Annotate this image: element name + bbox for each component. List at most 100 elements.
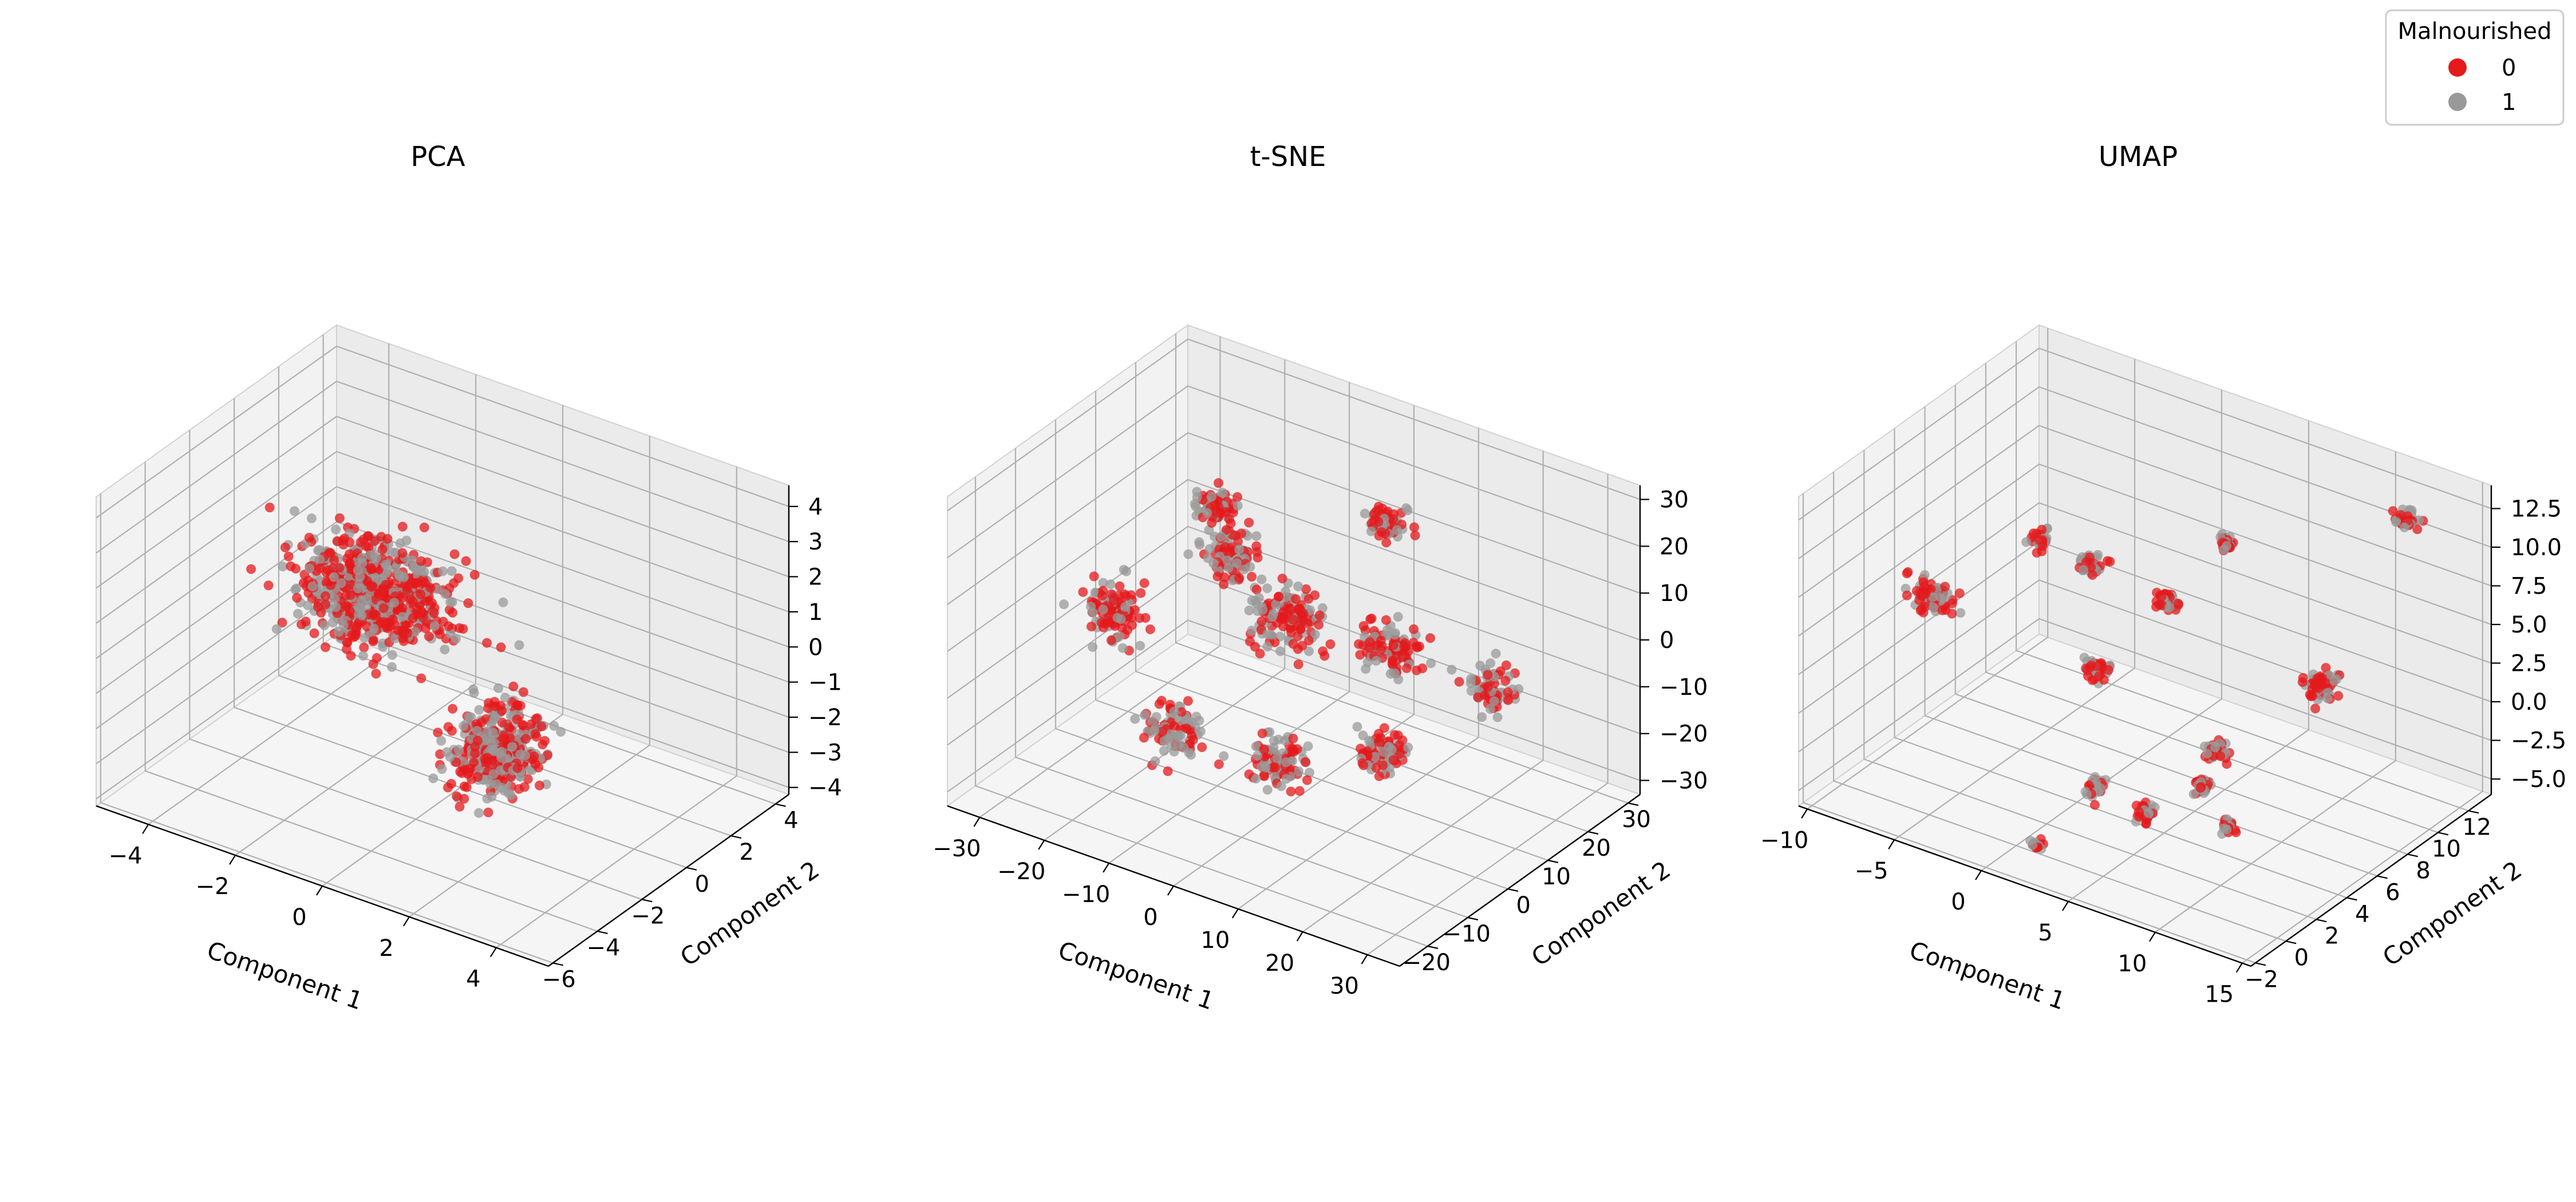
point-class-0 [1381,537,1392,548]
point-class-0 [1381,615,1391,625]
z-tick-label: −30 [1660,768,1708,794]
point-class-1 [1257,574,1267,584]
point-class-0 [1288,639,1298,649]
point-class-1 [1149,726,1160,736]
point-class-1 [334,627,344,637]
point-class-0 [283,551,294,562]
x-axis-label: Component 1 [1055,936,1218,1015]
gridline-z [96,416,789,589]
point-class-0 [448,608,458,618]
y-tick-label: −2 [2245,966,2278,993]
point-class-0 [416,606,426,616]
point-class-0 [292,592,302,603]
point-class-0 [378,603,389,614]
point-class-1 [507,742,517,752]
point-class-1 [429,621,440,631]
point-class-0 [512,763,523,773]
point-class-1 [513,729,523,739]
point-class-0 [368,636,378,646]
point-class-1 [1251,773,1261,784]
point-class-1 [1392,525,1402,535]
point-class-1 [1466,686,1476,696]
point-class-1 [1389,630,1400,640]
point-class-0 [531,732,542,742]
point-class-0 [1136,588,1146,598]
point-class-0 [449,549,460,559]
y-tick-label: 0 [2294,944,2309,971]
point-class-1 [1204,544,1215,554]
gridline-y [974,477,1428,947]
x-tick-label: −30 [933,836,981,862]
gridline-y [1095,391,1548,861]
y-tick [775,803,786,807]
point-class-0 [538,740,548,750]
point-class-0 [1919,582,1929,592]
point-class-0 [263,580,274,591]
point-class-0 [1245,636,1255,647]
point-class-0 [1257,616,1267,626]
point-class-0 [1169,721,1179,732]
point-class-0 [1288,733,1298,744]
gridline-z [1798,579,2492,753]
y-tick-label: 4 [2355,901,2369,927]
point-class-0 [362,531,373,541]
point-class-1 [1112,612,1123,623]
point-class-0 [2087,570,2097,580]
point-class-1 [1150,756,1160,766]
gridline-z [96,345,789,519]
point-class-0 [535,780,544,790]
point-class-0 [2094,671,2104,681]
point-class-1 [1232,501,1243,511]
point-class-1 [2329,675,2340,686]
x-tick [1231,908,1239,919]
x-tick [229,855,236,865]
point-class-1 [1492,712,1503,722]
point-class-1 [1059,599,1069,610]
point-class-1 [315,554,325,564]
point-class-0 [1389,730,1400,740]
point-class-0 [2037,546,2047,556]
point-class-1 [556,727,566,737]
point-class-0 [1358,760,1369,770]
point-class-0 [446,778,456,789]
point-class-0 [286,561,296,571]
x-tick-label: −10 [1760,827,1808,853]
x-tick-label: 0 [1951,889,1965,915]
point-class-1 [1239,564,1250,575]
point-class-1 [1317,603,1327,613]
gridline-x [1302,451,1544,932]
point-class-1 [293,608,303,619]
x-tick-label: 4 [466,966,480,993]
z-tick-label: −1 [808,670,842,696]
point-class-1 [1232,558,1242,568]
point-class-0 [1911,586,1922,596]
point-class-1 [2219,823,2229,833]
point-class-0 [2156,592,2167,602]
point-class-0 [2312,673,2322,683]
x-tick-label: 10 [2117,951,2147,977]
z-tick-label: 0 [808,634,823,661]
point-class-1 [1267,612,1278,622]
y-tick-label: −6 [542,966,576,993]
point-class-0 [1278,621,1289,631]
y-axis-line [1399,794,1641,967]
gridline-y [1014,448,1468,919]
point-class-1 [2391,517,2401,527]
z-tick-label: 3 [808,529,823,555]
point-class-1 [2143,808,2154,818]
z-tick-label: 7.5 [2511,574,2547,600]
point-class-0 [246,564,256,574]
point-class-1 [357,552,368,563]
point-class-0 [1355,650,1365,660]
legend-marker-1 [2448,93,2467,111]
point-class-0 [1257,728,1267,738]
point-class-0 [2103,556,2112,566]
y-tick [1587,831,1599,835]
point-class-0 [1176,707,1187,717]
point-class-0 [2083,671,2093,681]
point-class-0 [2173,599,2183,608]
point-class-1 [491,779,501,789]
point-class-0 [2333,691,2344,701]
legend-label-0: 0 [2502,55,2516,81]
x-tick [1103,863,1110,873]
